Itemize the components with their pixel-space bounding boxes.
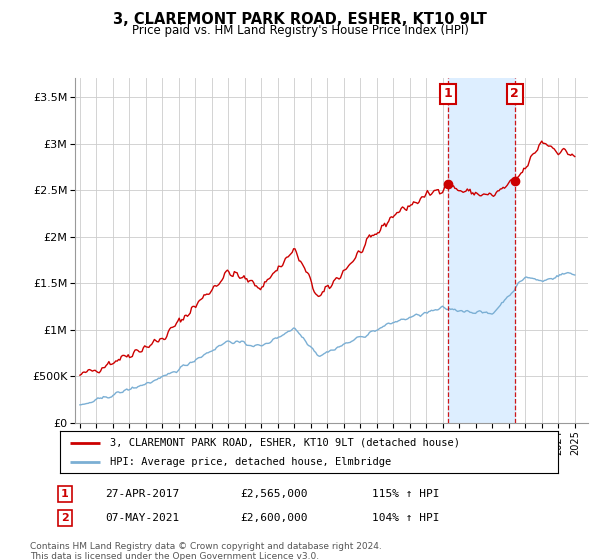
Text: 07-MAY-2021: 07-MAY-2021 [105,513,179,523]
Text: 1: 1 [61,489,68,499]
Text: 115% ↑ HPI: 115% ↑ HPI [372,489,439,499]
Text: 104% ↑ HPI: 104% ↑ HPI [372,513,439,523]
Text: Contains HM Land Registry data © Crown copyright and database right 2024.
This d: Contains HM Land Registry data © Crown c… [30,542,382,560]
Text: 3, CLAREMONT PARK ROAD, ESHER, KT10 9LT (detached house): 3, CLAREMONT PARK ROAD, ESHER, KT10 9LT … [110,437,460,447]
Text: £2,600,000: £2,600,000 [240,513,308,523]
Bar [448,78,515,423]
Text: HPI: Average price, detached house, Elmbridge: HPI: Average price, detached house, Elmb… [110,457,391,467]
Text: 2: 2 [511,87,519,100]
Text: £2,565,000: £2,565,000 [240,489,308,499]
Text: Price paid vs. HM Land Registry's House Price Index (HPI): Price paid vs. HM Land Registry's House … [131,24,469,37]
Text: 3, CLAREMONT PARK ROAD, ESHER, KT10 9LT: 3, CLAREMONT PARK ROAD, ESHER, KT10 9LT [113,12,487,27]
Text: 1: 1 [444,87,452,100]
Text: 27-APR-2017: 27-APR-2017 [105,489,179,499]
Text: 2: 2 [61,513,68,523]
